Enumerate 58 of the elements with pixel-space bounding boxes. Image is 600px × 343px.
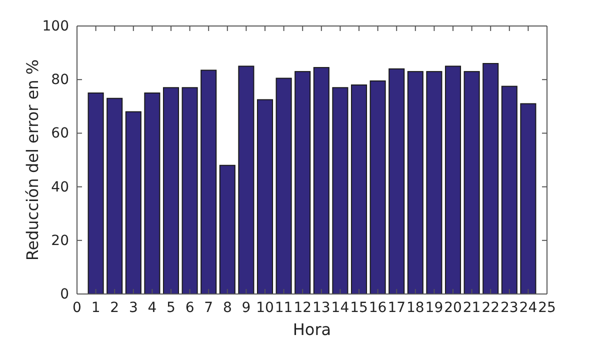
x-tick-label: 1 — [91, 300, 100, 316]
bar — [520, 103, 536, 294]
y-tick-label: 40 — [51, 179, 69, 196]
x-tick-label: 19 — [425, 300, 444, 316]
x-tick-label: 10 — [256, 300, 274, 316]
bar — [482, 63, 499, 294]
bar — [256, 99, 274, 294]
x-tick-label: 9 — [242, 300, 251, 316]
bar — [407, 71, 424, 294]
x-tick-label: 7 — [204, 300, 214, 316]
x-tick-label: 21 — [462, 300, 481, 316]
bar — [388, 68, 405, 294]
bar — [294, 71, 311, 294]
y-tick-label: 100 — [42, 18, 69, 34]
y-axis-title: Reducción del error en % — [23, 59, 42, 261]
x-tick-label: 23 — [500, 300, 518, 316]
x-tick-label: 18 — [406, 300, 424, 316]
x-tick-label: 14 — [331, 300, 350, 316]
x-tick-label: 15 — [350, 300, 368, 316]
x-tick-label: 4 — [148, 300, 157, 316]
bar — [238, 66, 254, 294]
x-tick-label: 5 — [166, 300, 176, 316]
bar — [332, 87, 348, 294]
bar — [144, 92, 160, 294]
bar — [501, 86, 518, 294]
x-tick-label: 16 — [368, 300, 387, 316]
x-tick-label: 2 — [110, 300, 120, 316]
x-tick-label: 24 — [519, 300, 538, 316]
bar — [162, 87, 180, 294]
x-tick-label: 22 — [482, 300, 500, 316]
bar — [444, 66, 462, 294]
x-tick-label: 20 — [444, 300, 462, 316]
x-tick-label: 17 — [388, 300, 406, 316]
bar — [182, 87, 198, 294]
x-tick-label: 0 — [72, 300, 82, 316]
bar — [426, 71, 442, 294]
bar — [200, 70, 217, 294]
x-tick-label: 13 — [312, 300, 330, 316]
bar — [464, 71, 480, 294]
bar — [106, 98, 123, 294]
x-tick-label: 8 — [222, 300, 232, 316]
x-tick-label: 25 — [538, 300, 556, 316]
bar — [370, 80, 386, 294]
x-tick-label: 12 — [294, 300, 312, 316]
x-tick-label: 3 — [128, 300, 138, 316]
y-tick-label: 80 — [51, 72, 69, 88]
x-tick-label: 11 — [274, 300, 293, 316]
y-tick-label: 20 — [51, 232, 69, 249]
bar — [350, 84, 368, 294]
bar — [313, 67, 330, 294]
y-tick-label: 60 — [51, 126, 69, 142]
x-tick-label: 6 — [185, 300, 194, 316]
bar — [219, 164, 236, 294]
bar — [276, 78, 292, 294]
x-axis-title: Hora — [292, 320, 332, 339]
bar — [125, 111, 142, 294]
bar — [88, 92, 104, 294]
y-tick-label: 0 — [60, 286, 69, 302]
